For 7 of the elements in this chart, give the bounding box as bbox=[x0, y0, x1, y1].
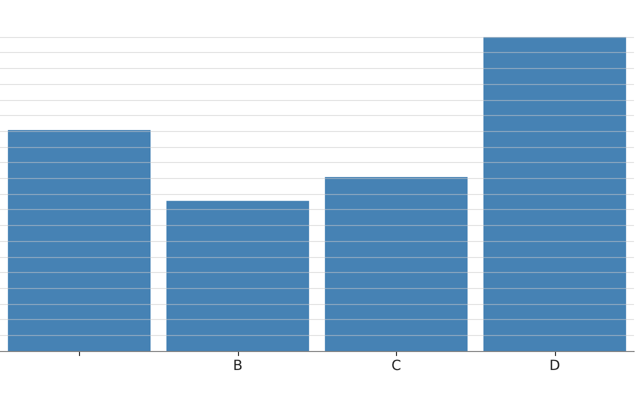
x-tick-label: B bbox=[232, 358, 243, 374]
x-tick-label: C bbox=[391, 358, 402, 374]
bar bbox=[166, 200, 310, 351]
bar bbox=[483, 37, 626, 351]
bar bbox=[8, 130, 151, 351]
x-tick-label: D bbox=[549, 358, 560, 374]
bar bbox=[324, 177, 468, 351]
